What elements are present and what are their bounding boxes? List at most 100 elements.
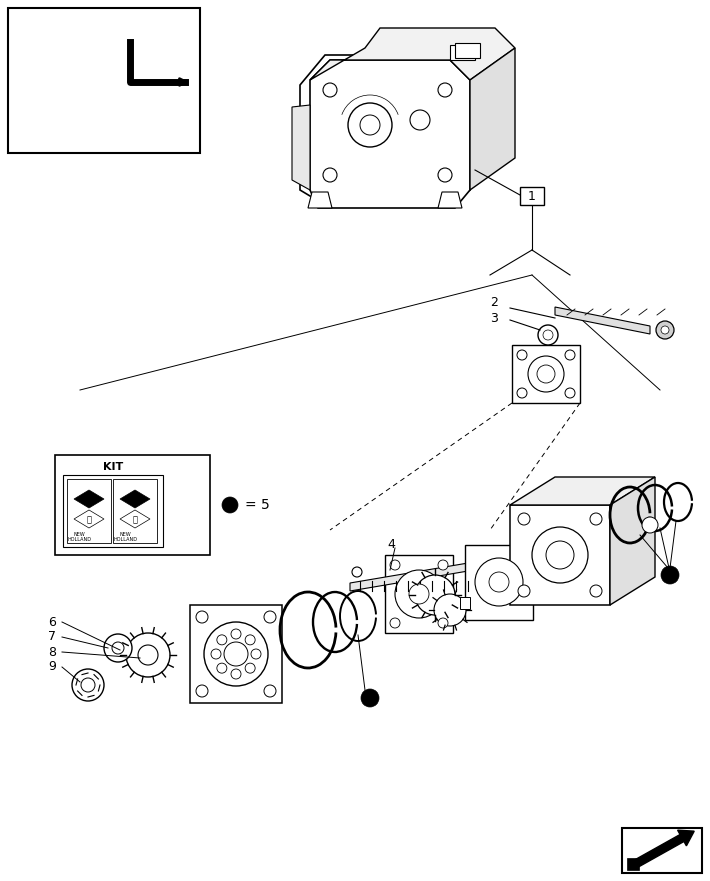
Circle shape — [112, 642, 124, 654]
Circle shape — [264, 611, 276, 623]
Circle shape — [434, 594, 466, 626]
Text: 4: 4 — [387, 538, 395, 552]
Circle shape — [590, 585, 602, 597]
Circle shape — [196, 611, 208, 623]
Polygon shape — [510, 505, 610, 605]
Circle shape — [475, 558, 523, 606]
Circle shape — [126, 633, 170, 677]
Circle shape — [231, 669, 241, 679]
Circle shape — [517, 388, 527, 398]
Circle shape — [415, 575, 455, 615]
Circle shape — [532, 527, 588, 583]
Circle shape — [661, 566, 679, 584]
Circle shape — [224, 642, 248, 666]
Circle shape — [390, 560, 400, 570]
Circle shape — [517, 350, 527, 360]
Polygon shape — [300, 55, 470, 205]
Text: 9: 9 — [48, 661, 56, 673]
Circle shape — [661, 326, 669, 334]
Circle shape — [543, 330, 553, 340]
Circle shape — [438, 168, 452, 182]
Text: 6: 6 — [48, 616, 56, 628]
Bar — [113, 479, 157, 543]
Bar — [512, 345, 580, 403]
Polygon shape — [74, 510, 104, 528]
Polygon shape — [450, 45, 475, 60]
Circle shape — [656, 321, 674, 339]
Circle shape — [204, 622, 268, 686]
Text: NEW
HOLLAND: NEW HOLLAND — [67, 531, 91, 543]
Circle shape — [348, 103, 392, 147]
Circle shape — [565, 388, 575, 398]
Circle shape — [231, 629, 241, 639]
Polygon shape — [120, 510, 150, 528]
Bar — [455, 43, 480, 58]
Text: NEW
HOLLAND: NEW HOLLAND — [113, 531, 137, 543]
Polygon shape — [350, 561, 480, 591]
Circle shape — [352, 567, 362, 577]
Circle shape — [410, 110, 430, 130]
Circle shape — [264, 685, 276, 697]
Polygon shape — [438, 192, 462, 208]
Circle shape — [546, 541, 574, 569]
Circle shape — [138, 645, 158, 665]
Circle shape — [538, 325, 558, 345]
Circle shape — [528, 356, 564, 392]
Circle shape — [438, 618, 448, 628]
Polygon shape — [308, 192, 332, 208]
FancyArrow shape — [630, 830, 694, 870]
Text: KIT: KIT — [103, 462, 123, 472]
Bar — [622, 828, 702, 873]
Circle shape — [518, 585, 530, 597]
Bar — [190, 605, 282, 703]
Circle shape — [390, 618, 400, 628]
Circle shape — [590, 513, 602, 525]
Circle shape — [395, 570, 443, 618]
Circle shape — [518, 513, 530, 525]
Circle shape — [217, 635, 227, 645]
Circle shape — [245, 663, 255, 673]
Polygon shape — [470, 48, 515, 190]
Circle shape — [438, 83, 452, 97]
Text: 8: 8 — [48, 646, 56, 658]
Circle shape — [323, 168, 337, 182]
Circle shape — [360, 115, 380, 135]
Bar — [63, 475, 163, 547]
Bar — [627, 858, 639, 870]
Polygon shape — [610, 477, 655, 605]
Circle shape — [196, 685, 208, 697]
Polygon shape — [510, 477, 655, 505]
Polygon shape — [310, 28, 515, 80]
Polygon shape — [292, 105, 310, 190]
Circle shape — [72, 669, 104, 701]
Polygon shape — [555, 307, 650, 334]
Circle shape — [104, 634, 132, 662]
Circle shape — [245, 635, 255, 645]
Text: = 5: = 5 — [245, 498, 270, 512]
Text: 🌿: 🌿 — [87, 515, 92, 524]
Circle shape — [438, 560, 448, 570]
Text: 2: 2 — [490, 297, 498, 309]
Bar — [385, 555, 453, 633]
Bar — [55, 455, 210, 555]
Polygon shape — [310, 60, 470, 208]
Text: 🌿: 🌿 — [133, 515, 138, 524]
Circle shape — [217, 663, 227, 673]
Bar — [520, 187, 544, 205]
Circle shape — [489, 572, 509, 592]
Bar — [460, 597, 470, 609]
Bar — [67, 479, 111, 543]
Text: 7: 7 — [48, 631, 56, 643]
Circle shape — [323, 83, 337, 97]
Circle shape — [409, 584, 429, 604]
Circle shape — [222, 497, 238, 513]
Circle shape — [211, 649, 221, 659]
Text: 1: 1 — [528, 189, 536, 203]
Polygon shape — [120, 490, 150, 508]
Circle shape — [565, 350, 575, 360]
Circle shape — [251, 649, 261, 659]
Circle shape — [361, 689, 379, 707]
Circle shape — [537, 365, 555, 383]
Polygon shape — [74, 490, 104, 508]
Circle shape — [81, 678, 95, 692]
